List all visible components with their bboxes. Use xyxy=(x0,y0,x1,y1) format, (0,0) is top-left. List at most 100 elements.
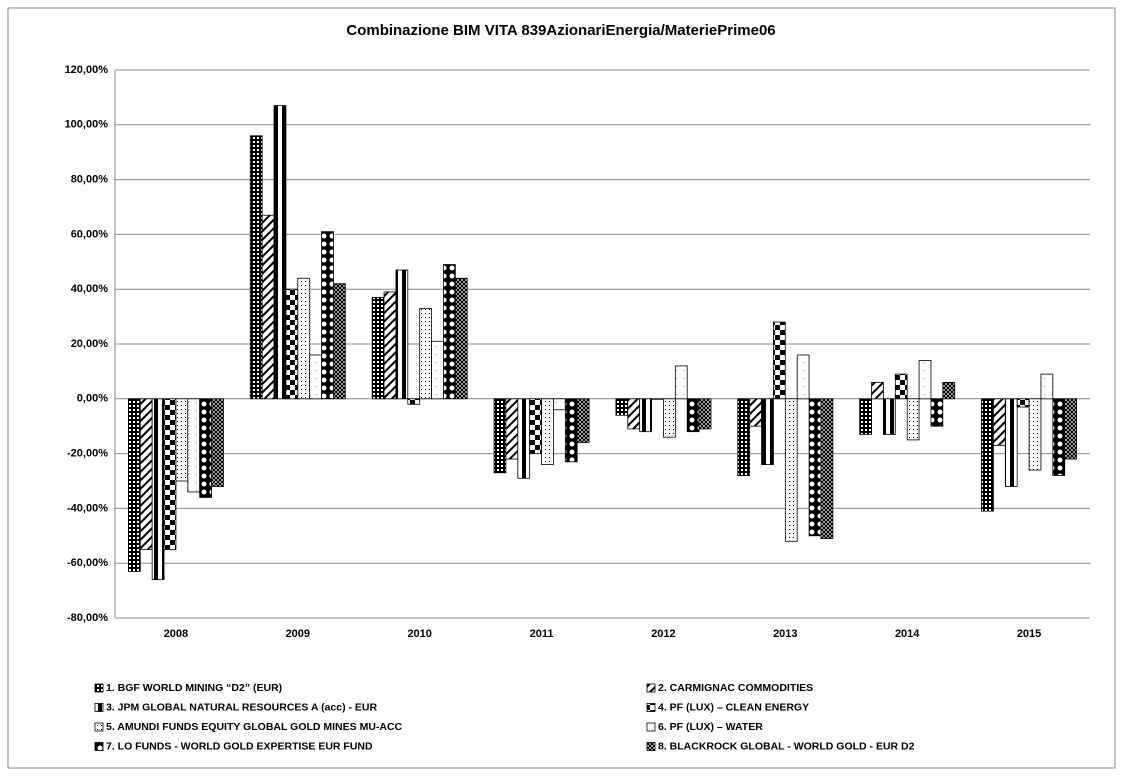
bar xyxy=(930,398,944,427)
legend-swatch xyxy=(646,722,656,732)
bar xyxy=(261,214,275,400)
x-tick-label: 2011 xyxy=(530,628,554,640)
legend-swatch xyxy=(646,742,656,751)
x-tick-label: 2009 xyxy=(286,628,310,640)
x-tick-label: 2015 xyxy=(1017,628,1041,640)
y-tick-label: 120,00% xyxy=(65,64,109,76)
bar xyxy=(942,381,956,400)
bar xyxy=(686,398,700,433)
bar xyxy=(761,398,774,465)
bar xyxy=(297,277,311,400)
bar xyxy=(443,264,456,400)
legend-label: 2. CARMIGNAC COMMODITIES xyxy=(658,682,813,694)
legend-label: 4. PF (LUX) – CLEAN ENERGY xyxy=(658,701,809,713)
bar xyxy=(541,398,554,465)
bar xyxy=(383,291,397,400)
x-tick-label: 2012 xyxy=(651,628,675,640)
y-tick-label: 20,00% xyxy=(71,338,109,350)
bar xyxy=(674,365,688,400)
bar xyxy=(505,398,519,460)
legend-swatch xyxy=(94,722,104,732)
bar xyxy=(1004,398,1018,487)
bar xyxy=(128,398,141,572)
bar xyxy=(859,398,872,435)
bar xyxy=(796,354,810,400)
bar xyxy=(639,398,652,433)
x-tick-label: 2010 xyxy=(407,628,431,640)
bar xyxy=(285,288,299,400)
bar xyxy=(894,373,908,400)
x-tick-label: 2008 xyxy=(164,628,188,640)
legend-swatch xyxy=(646,703,656,712)
bar xyxy=(151,398,165,581)
bar xyxy=(737,398,751,476)
y-tick-label: 80,00% xyxy=(71,174,109,186)
bar xyxy=(981,398,994,512)
y-tick-label: 100,00% xyxy=(65,119,109,131)
bar xyxy=(493,398,507,474)
bar xyxy=(163,398,177,550)
bar xyxy=(784,398,798,542)
bar xyxy=(454,277,468,400)
legend-label: 7. LO FUNDS - WORLD GOLD EXPERTISE EUR F… xyxy=(106,740,373,752)
y-tick-label: -40,00% xyxy=(67,502,108,514)
bar xyxy=(395,269,409,400)
y-tick-label: 40,00% xyxy=(71,283,109,295)
y-tick-label: -20,00% xyxy=(67,448,108,460)
bar xyxy=(993,398,1006,446)
bar xyxy=(529,398,542,454)
y-tick-label: -80,00% xyxy=(67,612,108,624)
bar xyxy=(333,283,346,400)
chart-title: Combinazione BIM VITA 839AzionariEnergia… xyxy=(346,22,775,39)
bar xyxy=(139,398,153,550)
bar xyxy=(1016,398,1030,408)
bar xyxy=(1028,398,1042,471)
legend-swatch xyxy=(646,683,656,693)
bar xyxy=(431,340,444,400)
bar xyxy=(175,398,189,482)
bar xyxy=(1052,398,1066,476)
bar xyxy=(576,398,590,444)
bar xyxy=(698,398,712,430)
bar xyxy=(321,231,334,400)
bar xyxy=(883,398,896,435)
legend-swatch xyxy=(94,742,104,751)
legend-swatch xyxy=(94,703,104,712)
legend-label: 8. BLACKROCK GLOBAL - WORLD GOLD - EUR D… xyxy=(658,740,915,752)
legend-label: 3. JPM GLOBAL NATURAL RESOURCES A (acc) … xyxy=(106,701,378,713)
bar xyxy=(553,398,566,411)
y-tick-label: 60,00% xyxy=(71,228,109,240)
bar xyxy=(820,398,834,539)
legend-swatch xyxy=(94,683,104,693)
bar xyxy=(187,398,201,493)
bar xyxy=(564,398,578,463)
bar xyxy=(249,135,263,400)
bar xyxy=(749,398,762,427)
x-tick-label: 2014 xyxy=(895,628,920,640)
bar xyxy=(918,360,932,400)
bar xyxy=(773,321,786,400)
bar xyxy=(517,398,531,479)
bar xyxy=(627,398,641,430)
bar xyxy=(906,398,920,441)
bar xyxy=(663,398,676,438)
bar xyxy=(1064,398,1077,460)
bar xyxy=(615,398,629,416)
bar xyxy=(309,354,322,400)
bar xyxy=(1040,373,1054,400)
bar xyxy=(808,398,822,537)
bar xyxy=(371,297,385,400)
bar xyxy=(419,307,432,400)
y-tick-label: -60,00% xyxy=(67,557,108,569)
legend-label: 6. PF (LUX) – WATER xyxy=(658,721,763,733)
y-tick-label: 0,00% xyxy=(77,393,108,405)
x-tick-label: 2013 xyxy=(773,628,797,640)
legend-label: 1. BGF WORLD MINING “D2” (EUR) xyxy=(106,682,282,694)
legend-label: 5. AMUNDI FUNDS EQUITY GLOBAL GOLD MINES… xyxy=(106,721,403,733)
bar xyxy=(199,398,212,498)
bar xyxy=(211,398,224,487)
bar xyxy=(273,105,287,400)
bar xyxy=(871,381,884,400)
